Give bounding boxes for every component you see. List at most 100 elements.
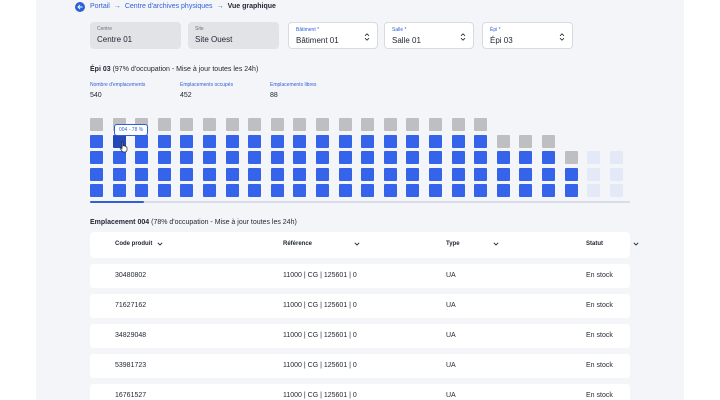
location-cell-blue[interactable] [90,184,103,197]
location-cell-grey[interactable] [406,118,419,131]
location-cell-blue[interactable] [429,168,442,181]
location-cell-blue[interactable] [384,184,397,197]
location-cell-grey[interactable] [542,135,555,148]
location-cell-blue[interactable] [406,151,419,164]
epi-select[interactable]: Épi * Épi 03 [482,22,573,49]
location-cell-empty[interactable] [610,151,623,164]
location-cell-blue[interactable] [248,184,261,197]
location-cell-blue[interactable] [180,151,193,164]
location-cell-blue[interactable] [158,168,171,181]
column-header-type[interactable]: Type [446,241,499,247]
location-cell-blue[interactable] [565,168,578,181]
location-cell-grey[interactable] [519,135,532,148]
location-cell-blue[interactable] [406,184,419,197]
location-cell-blue[interactable] [316,151,329,164]
location-cell-blue[interactable] [248,151,261,164]
location-cell-blue[interactable] [203,184,216,197]
location-cell-blue[interactable] [248,168,261,181]
location-cell-blue[interactable] [293,168,306,181]
location-cell-grey[interactable] [248,118,261,131]
location-cell-blue[interactable] [158,151,171,164]
back-button[interactable] [75,1,85,12]
location-cell-blue[interactable] [339,151,352,164]
location-cell-grey[interactable] [384,118,397,131]
location-cell-blue[interactable] [226,151,239,164]
batiment-select[interactable]: Bâtiment * Bâtiment 01 [288,22,378,49]
column-header-code[interactable]: Code produit [115,241,163,247]
location-cell-blue[interactable] [406,135,419,148]
table-row[interactable]: 53981723 11000 | CG | 125601 | 0 UA En s… [90,354,630,378]
location-cell-blue[interactable] [361,184,374,197]
location-cell-blue[interactable] [135,184,148,197]
location-cell-blue[interactable] [429,151,442,164]
column-header-status[interactable]: Statut [586,241,639,247]
table-row[interactable]: 71627162 11000 | CG | 125601 | 0 UA En s… [90,294,630,318]
location-cell-blue[interactable] [565,184,578,197]
location-cell-blue[interactable] [113,184,126,197]
location-cell-blue[interactable] [429,184,442,197]
location-cell-blue[interactable] [180,135,193,148]
location-cell-blue[interactable] [203,168,216,181]
breadcrumb-portail[interactable]: Portail [90,3,110,10]
location-cell-blue[interactable] [429,135,442,148]
location-cell-blue[interactable] [542,168,555,181]
location-cell-grey[interactable] [180,118,193,131]
location-cell-blue[interactable] [339,135,352,148]
location-cell-grey[interactable] [226,118,239,131]
location-cell-blue[interactable] [203,151,216,164]
location-cell-grey[interactable] [293,118,306,131]
location-cell-blue[interactable] [158,135,171,148]
location-cell-blue[interactable] [226,168,239,181]
grid-scrollbar-thumb[interactable] [90,201,144,203]
location-cell-blue[interactable] [158,184,171,197]
location-cell-blue[interactable] [474,168,487,181]
location-cell-blue[interactable] [203,135,216,148]
location-cell-empty[interactable] [587,184,600,197]
location-cell-blue[interactable] [271,184,284,197]
grid-scrollbar[interactable] [90,201,630,203]
location-cell-empty[interactable] [587,151,600,164]
location-cell-blue[interactable] [452,135,465,148]
column-header-reference[interactable]: Référence [283,241,360,247]
location-cell-blue[interactable] [90,151,103,164]
location-cell-grey[interactable] [316,118,329,131]
location-cell-blue[interactable] [339,168,352,181]
location-cell-blue[interactable] [452,168,465,181]
location-cell-grey[interactable] [452,118,465,131]
location-cell-grey[interactable] [158,118,171,131]
location-cell-blue[interactable] [271,151,284,164]
location-cell-blue[interactable] [406,168,419,181]
breadcrumb-archives[interactable]: Centre d'archives physiques [124,3,213,10]
location-cell-blue[interactable] [316,184,329,197]
location-cell-grey[interactable] [429,118,442,131]
location-cell-blue[interactable] [519,168,532,181]
location-cell-blue[interactable] [293,151,306,164]
location-cell-blue[interactable] [90,135,103,148]
location-cell-blue[interactable] [474,184,487,197]
location-cell-blue[interactable] [361,168,374,181]
location-cell-blue[interactable] [361,135,374,148]
location-cell-empty[interactable] [610,184,623,197]
location-cell-blue[interactable] [293,135,306,148]
location-cell-blue[interactable] [135,135,148,148]
table-row[interactable]: 16761527 11000 | CG | 125601 | 0 UA En s… [90,384,630,400]
location-cell-blue[interactable] [384,168,397,181]
location-cell-blue[interactable] [384,135,397,148]
location-cell-blue[interactable] [113,151,126,164]
location-cell-blue[interactable] [248,135,261,148]
location-cell-blue[interactable] [180,168,193,181]
location-cell-blue[interactable] [542,184,555,197]
location-cell-blue[interactable] [497,151,510,164]
location-cell-grey[interactable] [565,151,578,164]
location-cell-grey[interactable] [361,118,374,131]
location-cell-blue[interactable] [226,135,239,148]
table-row[interactable]: 30480802 11000 | CG | 125601 | 0 UA En s… [90,264,630,288]
location-cell-blue[interactable] [542,151,555,164]
location-cell-blue[interactable] [180,184,193,197]
location-cell-blue[interactable] [452,184,465,197]
location-cell-grey[interactable] [90,118,103,131]
location-cell-blue[interactable] [361,151,374,164]
location-cell-blue[interactable] [316,135,329,148]
table-row[interactable]: 34829048 11000 | CG | 125601 | 0 UA En s… [90,324,630,348]
location-cell-grey[interactable] [271,118,284,131]
